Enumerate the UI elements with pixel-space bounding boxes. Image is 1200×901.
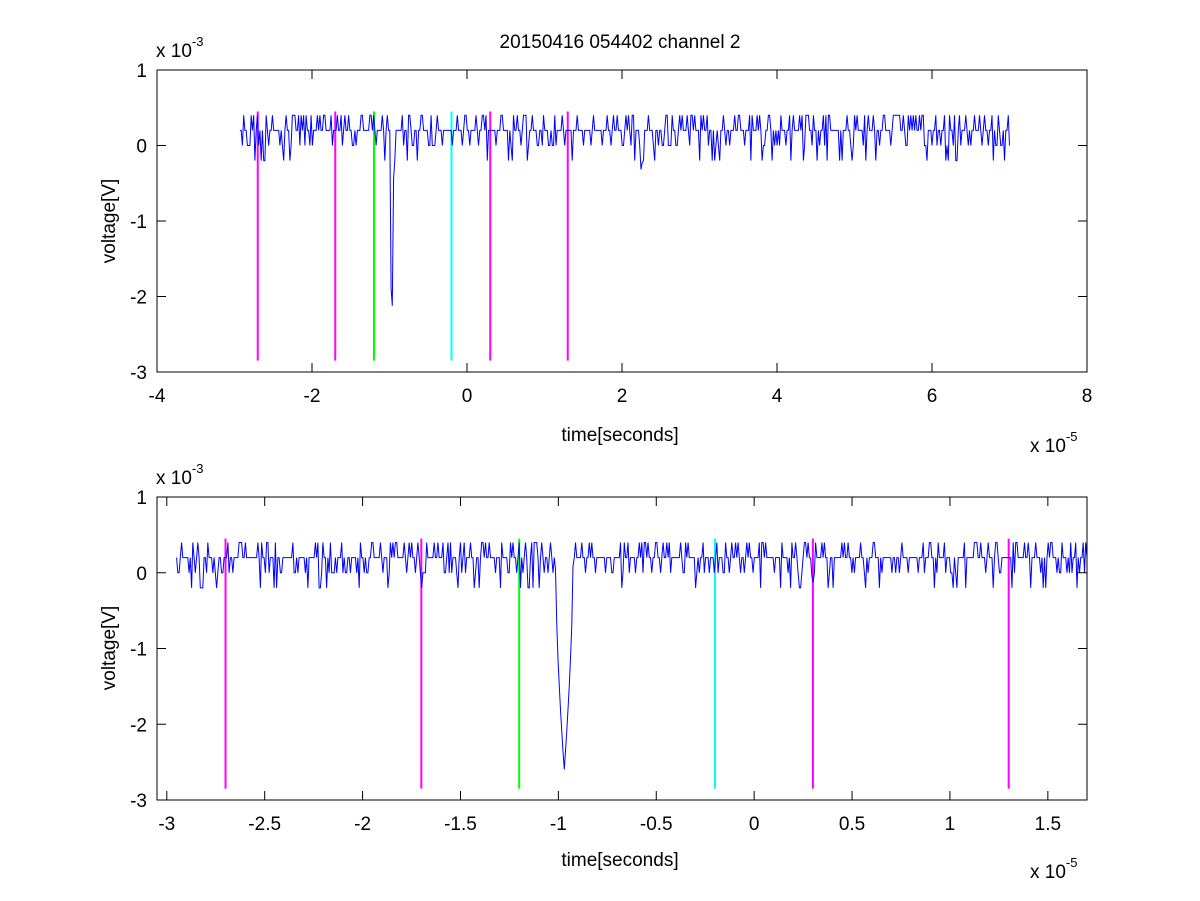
top-y-exponent-base: x 10: [156, 41, 192, 62]
top-x-tick-label: -4: [149, 386, 166, 407]
top-y-tick-label: -1: [130, 212, 147, 233]
bottom-x-tick-label: -2.5: [248, 814, 281, 835]
bottom-x-exponent: x 10-5: [1030, 855, 1077, 883]
top-y-axis-label: voltage[V]: [99, 179, 120, 264]
top-x-exponent: x 10-5: [1030, 429, 1077, 457]
top-y-exponent: x 10-3: [156, 34, 203, 62]
bottom-x-exponent-base: x 10: [1030, 862, 1066, 883]
bottom-x-axis-label: time[seconds]: [561, 850, 678, 871]
top-x-axis-label: time[seconds]: [561, 425, 678, 446]
top-x-tick-label: -2: [304, 386, 321, 407]
bottom-y-tick-label: -1: [130, 640, 147, 661]
bottom-x-tick-label: 0.5: [839, 814, 865, 835]
top-x-tick-label: 4: [772, 386, 783, 407]
top-y-tick-label: -2: [130, 288, 147, 309]
chart-title: 20150416 054402 channel 2: [500, 32, 741, 53]
bottom-x-exponent-power: -5: [1066, 855, 1078, 870]
bottom-y-tick-label: -3: [130, 791, 147, 812]
top-x-tick-label: 2: [617, 386, 628, 407]
bottom-x-tick-label: 1: [945, 814, 956, 835]
top-x-tick-label: 8: [1082, 386, 1093, 407]
bottom-x-tick-label: -1: [550, 814, 567, 835]
bottom-y-exponent-base: x 10: [156, 468, 192, 489]
top-x-tick-label: 0: [462, 386, 473, 407]
bottom-x-tick-label: -2: [354, 814, 371, 835]
bottom-y-tick-label: -2: [130, 715, 147, 736]
top-x-exponent-power: -5: [1066, 429, 1078, 444]
bottom-x-tick-label: 1.5: [1035, 814, 1061, 835]
bottom-y-tick-label: 0: [136, 564, 147, 585]
bottom-signal-trace: [176, 542, 1088, 770]
bottom-y-exponent-power: -3: [192, 461, 204, 476]
top-y-tick-label: -3: [130, 363, 147, 384]
top-y-tick-label: 1: [136, 61, 147, 82]
top-x-exponent-base: x 10: [1030, 436, 1066, 457]
bottom-x-tick-label: -1.5: [444, 814, 477, 835]
bottom-y-tick-label: 1: [136, 488, 147, 509]
bottom-x-tick-label: -0.5: [640, 814, 673, 835]
top-y-exponent-power: -3: [192, 34, 204, 49]
top-x-tick-label: 6: [927, 386, 938, 407]
bottom-x-tick-label: -3: [158, 814, 175, 835]
top-y-tick-label: 0: [136, 137, 147, 158]
bottom-x-tick-label: 0: [749, 814, 760, 835]
bottom-y-axis-label: voltage[V]: [99, 606, 120, 691]
bottom-subplot: -3 -2.5 -2 -1.5 -1 -0.5 0 0.5 1 1.5 -3 -2 -1 0 1 volta…: [99, 461, 1088, 883]
top-subplot: -4 -2 0 2 4 6 8 -3 -2 -1 0 1 voltage[V] time[second…: [99, 34, 1092, 457]
bottom-y-exponent: x 10-3: [156, 461, 203, 489]
top-signal-trace: [239, 114, 1010, 306]
